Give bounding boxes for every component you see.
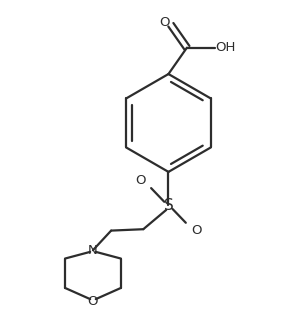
Text: O: O bbox=[191, 224, 202, 237]
Text: O: O bbox=[135, 174, 146, 187]
Text: O: O bbox=[88, 295, 98, 308]
Text: S: S bbox=[164, 198, 173, 213]
Text: N: N bbox=[88, 244, 98, 257]
Text: OH: OH bbox=[215, 41, 236, 54]
Text: O: O bbox=[159, 16, 170, 29]
